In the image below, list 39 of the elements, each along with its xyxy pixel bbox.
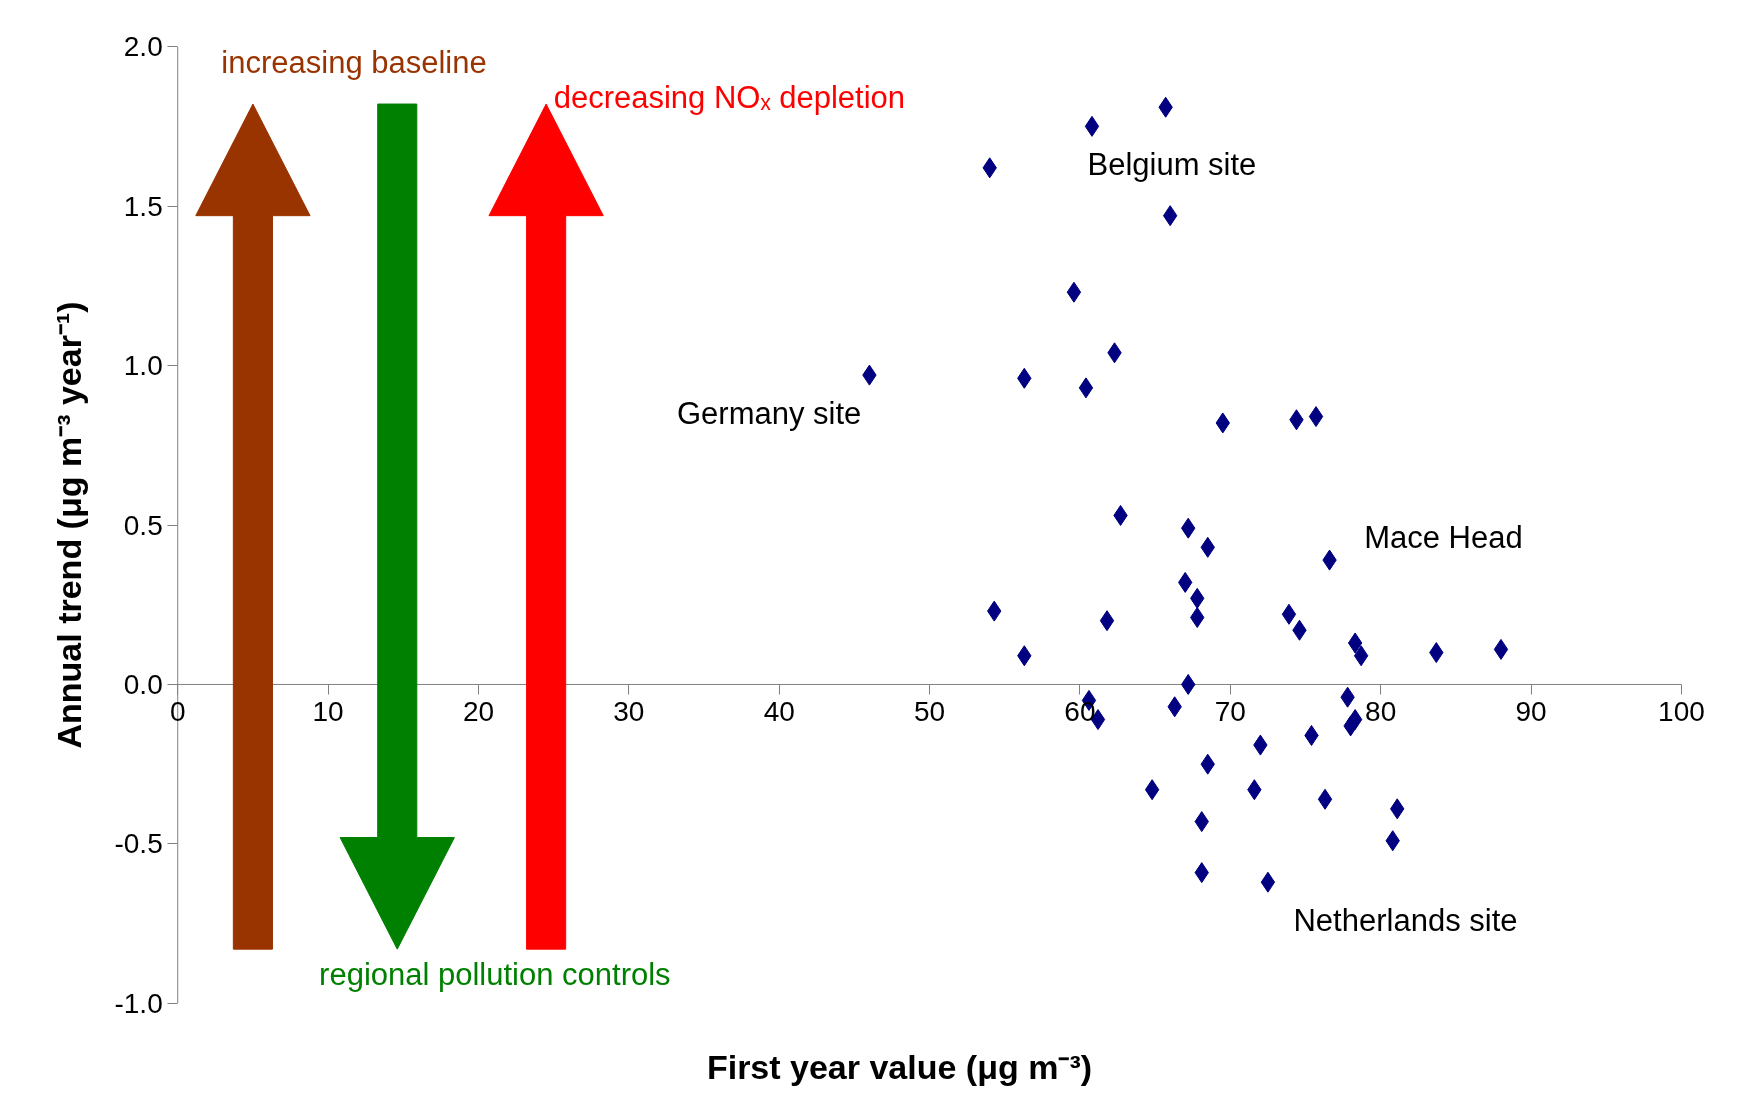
annotation: Germany site bbox=[676, 395, 862, 431]
point bbox=[1066, 281, 1082, 303]
x-tick-label: 10 bbox=[312, 696, 344, 728]
x-tick-label: 40 bbox=[763, 696, 795, 728]
point bbox=[1353, 645, 1369, 667]
annotation: regional pollution controls bbox=[319, 957, 671, 993]
point bbox=[1084, 115, 1100, 137]
annotation: increasing baseline bbox=[221, 45, 487, 81]
x-tick-label: 90 bbox=[1515, 696, 1547, 728]
point bbox=[1493, 638, 1509, 660]
point bbox=[1144, 779, 1160, 801]
annotation: Mace Head bbox=[1364, 520, 1523, 556]
point bbox=[1260, 871, 1276, 893]
x-tick-label: 100 bbox=[1658, 696, 1705, 728]
point bbox=[1281, 603, 1297, 625]
y-axis-title: Annual trend (μg m⁻³ year⁻¹) bbox=[49, 301, 88, 749]
y-tick-label: 2.0 bbox=[123, 31, 163, 63]
x-tick-label: 50 bbox=[914, 696, 946, 728]
point bbox=[1317, 788, 1333, 810]
x-tick-label: 70 bbox=[1214, 696, 1246, 728]
point bbox=[1099, 610, 1115, 632]
y-tick-label: 0.0 bbox=[123, 668, 163, 700]
annotation: Belgium site bbox=[1087, 147, 1257, 183]
point bbox=[1078, 377, 1094, 399]
annotation: Netherlands site bbox=[1293, 902, 1518, 938]
point bbox=[1308, 406, 1324, 428]
y-tick-label: 0.5 bbox=[123, 509, 163, 541]
x-tick-label: 20 bbox=[462, 696, 495, 728]
y-tick-label: 1.5 bbox=[123, 190, 163, 222]
y-tick-label: 1.0 bbox=[123, 350, 163, 382]
y-tick-label: -1.0 bbox=[114, 987, 163, 1019]
x-tick-label: 80 bbox=[1365, 696, 1397, 728]
annotation: decreasing NOₓ depletion bbox=[553, 80, 906, 116]
x-tick-label: 30 bbox=[613, 696, 645, 728]
x-tick-label: 0 bbox=[169, 696, 186, 728]
x-axis-title: First year value (μg m⁻³) bbox=[706, 1047, 1093, 1086]
x-tick-label: 60 bbox=[1064, 696, 1096, 728]
y-tick-label: -0.5 bbox=[114, 828, 163, 860]
point bbox=[1347, 632, 1363, 654]
